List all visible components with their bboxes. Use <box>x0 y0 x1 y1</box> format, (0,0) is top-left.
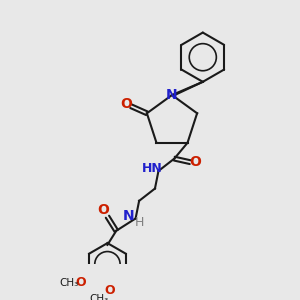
Text: O: O <box>97 203 109 217</box>
Text: CH₃: CH₃ <box>90 294 109 300</box>
Text: CH₃: CH₃ <box>59 278 78 288</box>
Text: N: N <box>123 209 134 223</box>
Text: O: O <box>190 155 201 169</box>
Text: HN: HN <box>142 162 163 175</box>
Text: O: O <box>105 284 115 297</box>
Text: N: N <box>166 88 178 102</box>
Text: H: H <box>134 216 144 230</box>
Text: O: O <box>120 98 132 112</box>
Text: O: O <box>76 276 86 289</box>
